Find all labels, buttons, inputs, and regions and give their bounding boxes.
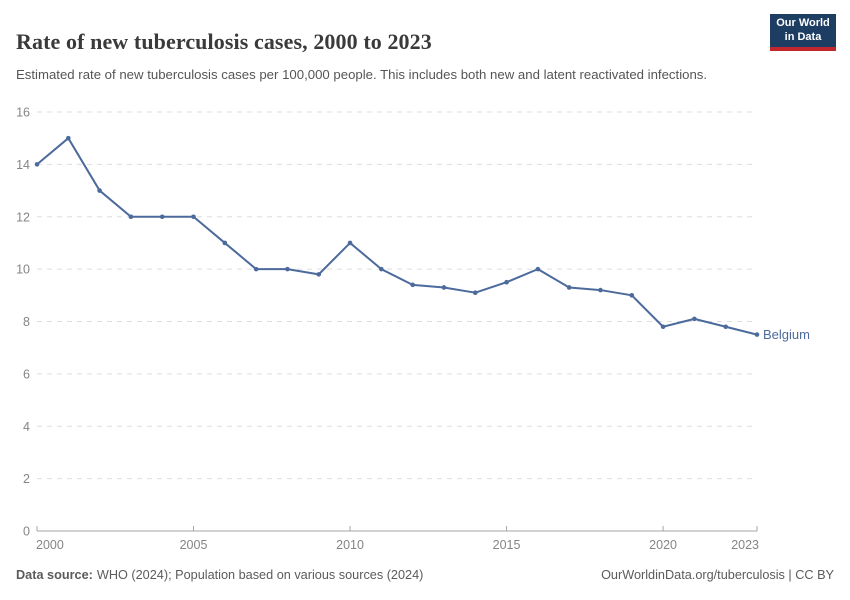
data-source-text: WHO (2024); Population based on various … — [96, 568, 424, 582]
data-point[interactable] — [316, 272, 322, 277]
owid-logo[interactable]: Our World in Data — [770, 14, 836, 51]
data-point[interactable] — [222, 240, 228, 246]
data-point[interactable] — [97, 188, 102, 193]
chart-subtitle: Estimated rate of new tuberculosis cases… — [16, 67, 708, 83]
x-tick-label: 2023 — [731, 538, 759, 552]
data-point[interactable] — [66, 135, 71, 141]
data-source-note: Data source: WHO (2024); Population based… — [16, 568, 423, 582]
data-point[interactable] — [723, 324, 728, 330]
y-tick-label: 14 — [16, 158, 30, 172]
y-tick-label: 16 — [16, 106, 30, 120]
data-point[interactable] — [472, 290, 478, 295]
data-point[interactable] — [598, 287, 603, 293]
data-point[interactable] — [660, 324, 666, 330]
y-tick-label: 6 — [23, 367, 30, 381]
data-point[interactable] — [535, 266, 541, 272]
x-tick-label: 2015 — [493, 538, 521, 552]
data-point[interactable] — [253, 266, 259, 272]
data-point[interactable] — [379, 266, 384, 272]
y-tick-label: 0 — [23, 525, 30, 539]
data-point[interactable] — [159, 214, 165, 220]
x-tick-label: 2010 — [336, 538, 364, 552]
y-tick-label: 2 — [23, 472, 30, 486]
y-tick-label: 4 — [23, 420, 30, 434]
data-point[interactable] — [410, 282, 415, 288]
data-point[interactable] — [347, 240, 353, 246]
data-point[interactable] — [566, 285, 572, 290]
data-point[interactable] — [629, 293, 635, 298]
data-point[interactable] — [504, 279, 509, 285]
data-point[interactable] — [128, 214, 134, 220]
data-line[interactable] — [36, 137, 758, 336]
data-point[interactable] — [441, 285, 447, 290]
data-point[interactable] — [285, 266, 290, 272]
x-tick-label: 2000 — [36, 538, 64, 552]
data-source-label: Data source: — [16, 568, 93, 582]
y-tick-label: 10 — [16, 263, 30, 277]
x-tick-label: 2005 — [180, 538, 208, 552]
owid-logo-line1: Our World — [776, 16, 830, 29]
x-tick-label: 2020 — [649, 538, 677, 552]
y-tick-label: 12 — [16, 210, 30, 224]
data-point[interactable] — [692, 316, 697, 322]
owid-url-link[interactable]: OurWorldinData.org/tuberculosis | CC BY — [601, 568, 834, 582]
owid-logo-line2: in Data — [784, 30, 822, 43]
series-end-label[interactable]: Belgium — [763, 327, 810, 342]
data-point[interactable] — [34, 162, 40, 167]
data-point[interactable] — [754, 332, 760, 337]
page-title: Rate of new tuberculosis cases, 2000 to … — [16, 28, 432, 54]
chart-footer: Data source: WHO (2024); Population based… — [16, 568, 834, 582]
y-tick-label: 8 — [23, 315, 30, 329]
data-point[interactable] — [191, 214, 196, 220]
